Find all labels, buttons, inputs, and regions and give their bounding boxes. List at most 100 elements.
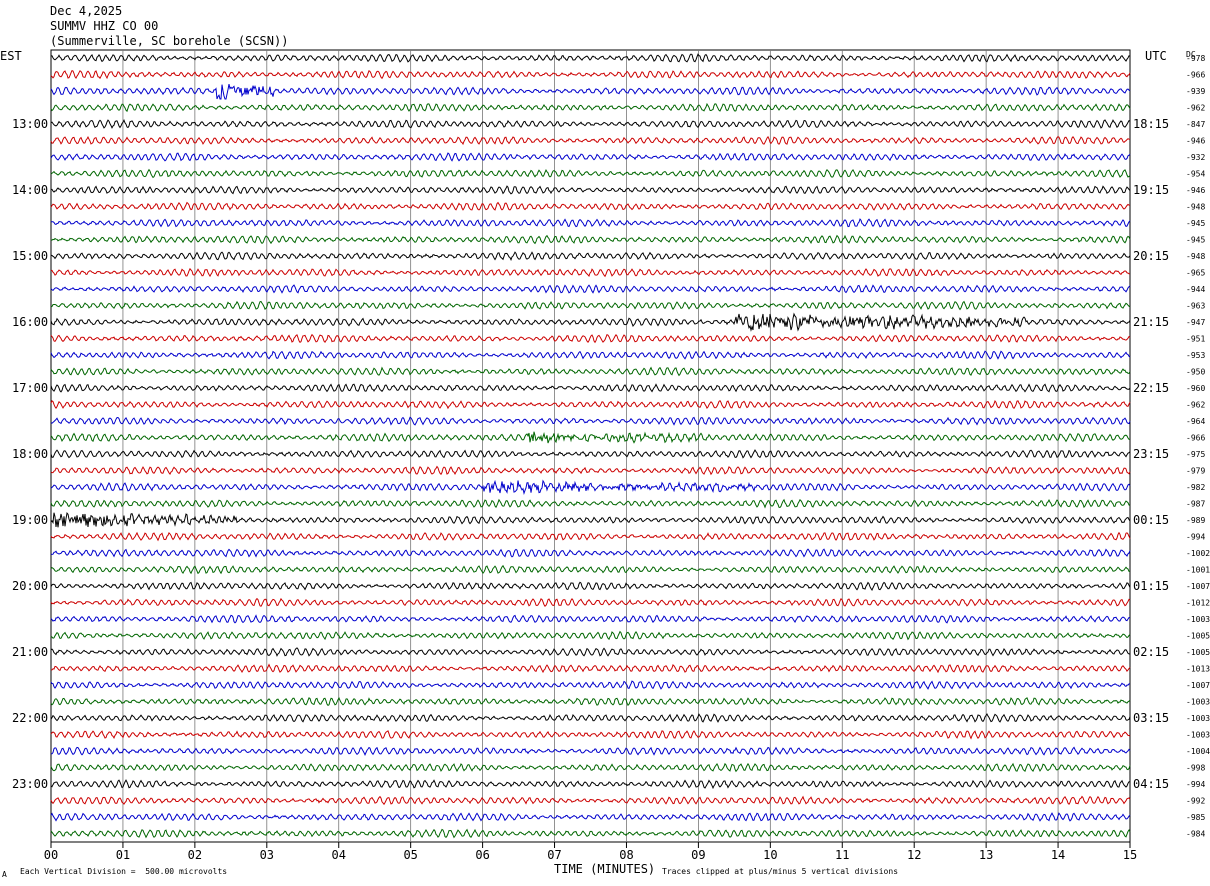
dc-offset-label: -939 <box>1186 87 1205 96</box>
dc-offset-label: -1007 <box>1186 582 1210 591</box>
dc-offset-label: -964 <box>1186 417 1205 426</box>
x-tick-label: 14 <box>1051 848 1065 862</box>
est-hour-label: 14:00 <box>12 183 48 197</box>
est-hour-label: 15:00 <box>12 249 48 263</box>
dc-offset-label: -994 <box>1186 780 1205 789</box>
trace-line <box>50 647 1131 657</box>
dc-offset-label: -1003 <box>1186 615 1210 624</box>
scale-note: Each Vertical Division = 500.00 microvol… <box>20 867 228 876</box>
dc-offset-label: -945 <box>1186 219 1205 228</box>
dc-offset-label: -932 <box>1186 153 1205 162</box>
x-tick-label: 07 <box>547 848 561 862</box>
dc-offset-label: -982 <box>1186 483 1205 492</box>
trace-line <box>50 416 1131 426</box>
date-label: Dec 4,2025 <box>50 4 123 18</box>
trace-line <box>50 680 1131 690</box>
dc-offset-label: -966 <box>1186 434 1205 443</box>
x-tick-label: 12 <box>907 848 921 862</box>
x-tick-label: 09 <box>691 848 705 862</box>
utc-hour-label: 18:15 <box>1133 117 1169 131</box>
dc-offset-label: -954 <box>1186 170 1205 179</box>
trace-line <box>50 118 1131 129</box>
trace-line <box>50 795 1131 806</box>
trace-line <box>50 431 1131 444</box>
dc-offset-label: -1012 <box>1186 599 1210 608</box>
utc-hour-label: 03:15 <box>1133 711 1169 725</box>
trace-line <box>50 284 1131 294</box>
dc-offset-label: -948 <box>1186 203 1205 212</box>
dc-offset-label: -1002 <box>1186 549 1210 558</box>
trace-line <box>50 713 1131 723</box>
dc-offset-label: -948 <box>1186 252 1205 261</box>
est-hour-label: 21:00 <box>12 645 48 659</box>
trace-line <box>50 168 1131 179</box>
trace-line <box>50 762 1131 773</box>
trace-line <box>50 251 1131 262</box>
x-tick-label: 02 <box>188 848 202 862</box>
trace-line <box>50 746 1131 757</box>
trace-line <box>50 812 1131 822</box>
trace-line <box>50 201 1131 211</box>
dc-offset-label: -947 <box>1186 318 1205 327</box>
trace-line <box>50 479 1131 496</box>
trace-line <box>50 696 1131 707</box>
dc-offset-label: -984 <box>1186 830 1205 839</box>
trace-line <box>51 185 1131 195</box>
clip-note: Traces clipped at plus/minus 5 vertical … <box>662 867 899 876</box>
dc-offset-label: -953 <box>1186 351 1205 360</box>
trace-line <box>50 449 1131 459</box>
dc-offset-label: -963 <box>1186 302 1205 311</box>
dc-offset-label: -975 <box>1186 450 1205 459</box>
dc-offset-label: -1007 <box>1186 681 1210 690</box>
dc-offset-label: -998 <box>1186 764 1205 773</box>
trace-line <box>50 399 1131 410</box>
dc-offset-label: -950 <box>1186 368 1205 377</box>
trace-line <box>50 512 1131 528</box>
x-tick-label: 03 <box>260 848 274 862</box>
trace-line <box>50 498 1131 509</box>
utc-hour-label: 23:15 <box>1133 447 1169 461</box>
utc-hour-label: 20:15 <box>1133 249 1169 263</box>
utc-hour-label: 02:15 <box>1133 645 1169 659</box>
trace-line <box>50 152 1131 162</box>
utc-zone-label: UTC <box>1145 49 1167 63</box>
trace-line <box>50 300 1131 311</box>
utc-hour-label: 04:15 <box>1133 777 1169 791</box>
utc-hour-label: 22:15 <box>1133 381 1169 395</box>
trace-line <box>50 531 1131 542</box>
dc-offset-label: -985 <box>1186 813 1205 822</box>
x-tick-label: 05 <box>403 848 417 862</box>
dc-label: DC <box>1186 50 1196 59</box>
x-tick-label: 11 <box>835 848 849 862</box>
trace-line <box>50 267 1131 278</box>
dc-offset-label: -962 <box>1186 401 1205 410</box>
est-hour-label: 23:00 <box>12 777 48 791</box>
est-zone-label: EST <box>0 49 22 63</box>
dc-offset-label: -960 <box>1186 384 1205 393</box>
x-tick-label: 06 <box>475 848 489 862</box>
dc-offset-label: -1003 <box>1186 714 1210 723</box>
dc-offset-label: -1004 <box>1186 747 1210 756</box>
dc-offset-label: -965 <box>1186 269 1205 278</box>
dc-offset-label: -1003 <box>1186 731 1210 740</box>
trace-line <box>50 597 1131 607</box>
trace-line <box>50 333 1131 344</box>
dc-offset-label: -994 <box>1186 533 1205 542</box>
trace-line <box>50 614 1131 624</box>
trace-line <box>50 53 1131 63</box>
dc-offset-label: -966 <box>1186 71 1205 80</box>
dc-offset-label: -978 <box>1186 54 1205 63</box>
x-tick-label: 01 <box>116 848 130 862</box>
x-tick-label: 00 <box>44 848 58 862</box>
trace-line <box>50 312 1131 332</box>
est-hour-label: 22:00 <box>12 711 48 725</box>
dc-offset-label: -944 <box>1186 285 1205 294</box>
dc-offset-label: -1013 <box>1186 665 1210 674</box>
location-label: (Summerville, SC borehole (SCSN)) <box>50 34 289 48</box>
dc-offset-label: -946 <box>1186 186 1205 195</box>
dc-offset-label: -1003 <box>1186 698 1210 707</box>
x-tick-label: 08 <box>619 848 633 862</box>
trace-line <box>50 630 1131 641</box>
scale-mark: A <box>2 870 7 879</box>
